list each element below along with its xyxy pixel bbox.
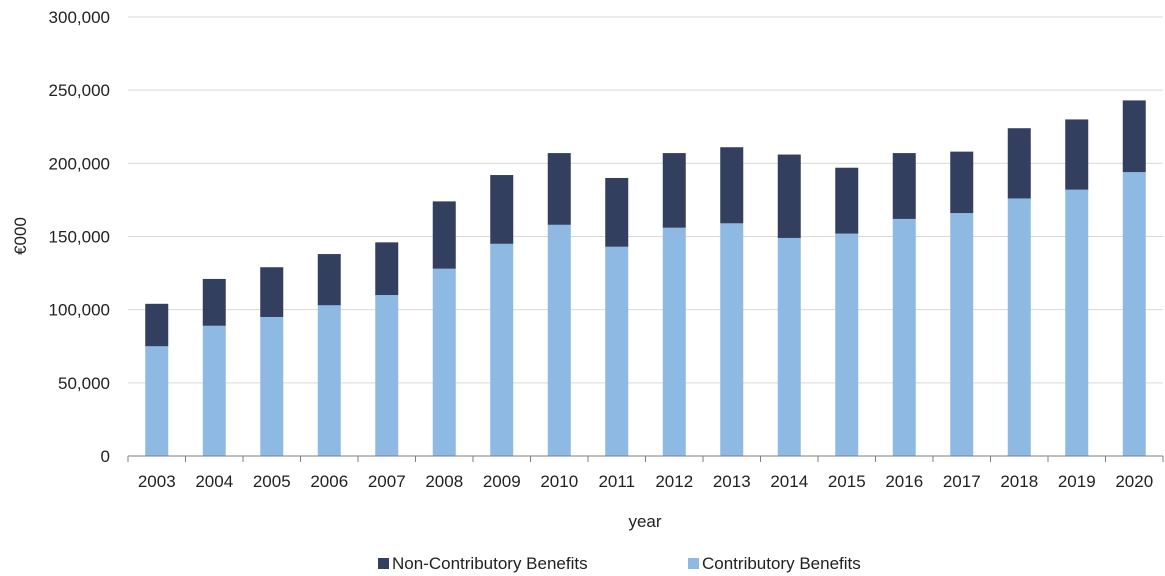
bar-contributory-2017 (950, 213, 974, 456)
x-tick-label: 2007 (368, 472, 406, 491)
bar-non-contributory-2017 (950, 151, 974, 214)
bar-non-contributory-2011 (605, 177, 629, 247)
bar-contributory-2018 (1007, 198, 1031, 456)
bar-contributory-2015 (835, 233, 859, 456)
bar-contributory-2004 (202, 325, 226, 456)
x-tick-label: 2011 (598, 472, 635, 491)
bar-non-contributory-2018 (1007, 128, 1031, 199)
bar-contributory-2006 (317, 305, 341, 456)
bar-contributory-2010 (547, 224, 571, 456)
bar-non-contributory-2003 (145, 303, 169, 347)
bar-non-contributory-2019 (1065, 119, 1089, 190)
gridlines (128, 16, 1163, 384)
y-axis-label: €000 (11, 217, 30, 255)
legend-swatch (378, 558, 389, 569)
x-axis: 2003 2004 2005 2006 2007 2008 2009 2010 2011 2012… (127, 455, 1164, 491)
y-tick-label: 250,000 (49, 81, 110, 100)
bar-non-contributory-2010 (547, 153, 571, 225)
bar-non-contributory-2006 (317, 254, 341, 306)
x-tick-label: 2003 (138, 472, 176, 491)
x-tick-label: 2014 (770, 472, 808, 491)
bar-non-contributory-2012 (662, 153, 686, 228)
bar-contributory-2005 (260, 316, 284, 456)
x-tick-label: 2015 (828, 472, 866, 491)
bar-contributory-2003 (145, 346, 169, 456)
bars (145, 100, 1146, 456)
x-tick-label: 2009 (483, 472, 521, 491)
x-tick-label: 2012 (655, 472, 693, 491)
legend-swatch (688, 558, 699, 569)
x-tick-label: 2019 (1058, 472, 1096, 491)
x-tick-label: 2020 (1115, 472, 1153, 491)
x-tick-label: 2017 (943, 472, 981, 491)
x-tick-label: 2004 (195, 472, 233, 491)
bar-non-contributory-2014 (777, 154, 801, 238)
x-tick-label: 2006 (310, 472, 348, 491)
bar-non-contributory-2008 (432, 201, 456, 269)
y-tick-label: 200,000 (49, 154, 110, 173)
bar-contributory-2020 (1122, 172, 1146, 456)
bar-contributory-2009 (490, 243, 514, 456)
bar-non-contributory-2020 (1122, 100, 1146, 173)
y-tick-label: 50,000 (58, 374, 110, 393)
y-tick-label: 150,000 (49, 228, 110, 247)
bar-non-contributory-2007 (375, 242, 399, 296)
y-axis: 0 50,000 100,000 150,000 200,000 250,000 300,0… (49, 8, 110, 466)
x-tick-label: 2013 (713, 472, 751, 491)
x-tick-label: 2005 (253, 472, 291, 491)
x-axis-label: year (628, 512, 661, 531)
bar-contributory-2011 (605, 246, 629, 456)
bar-non-contributory-2009 (490, 175, 514, 244)
bar-contributory-2007 (375, 295, 399, 456)
legend-label: Non-Contributory Benefits (392, 554, 588, 573)
x-tick-label: 2018 (1000, 472, 1038, 491)
bar-non-contributory-2016 (892, 153, 916, 219)
bar-non-contributory-2005 (260, 267, 284, 317)
bar-contributory-2012 (662, 227, 686, 456)
bar-contributory-2008 (432, 268, 456, 456)
x-tick-label: 2016 (885, 472, 923, 491)
legend: Non-Contributory Benefits Contributory Be… (378, 554, 861, 573)
bar-contributory-2013 (720, 223, 744, 456)
y-tick-label: 0 (101, 447, 110, 466)
y-tick-label: 100,000 (49, 301, 110, 320)
x-tick-label: 2010 (540, 472, 578, 491)
bar-non-contributory-2004 (202, 278, 226, 326)
legend-label: Contributory Benefits (702, 554, 861, 573)
x-tick-label: 2008 (425, 472, 463, 491)
bar-contributory-2019 (1065, 189, 1089, 456)
bar-non-contributory-2015 (835, 167, 859, 234)
bar-non-contributory-2013 (720, 147, 744, 224)
y-tick-label: 300,000 (49, 8, 110, 27)
bar-contributory-2014 (777, 237, 801, 456)
bar-contributory-2016 (892, 218, 916, 456)
